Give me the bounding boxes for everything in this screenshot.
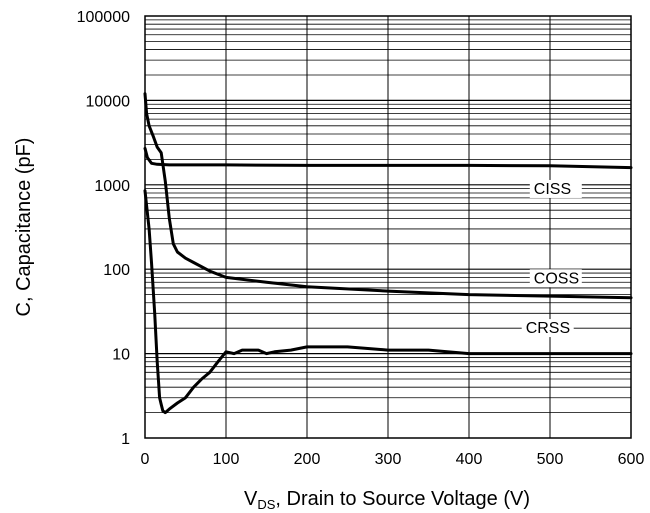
x-tick-label: 300	[375, 451, 402, 468]
series-label-crss: CRSS	[526, 320, 570, 337]
y-tick-label: 1	[121, 431, 130, 448]
plot-frame	[144, 15, 632, 439]
series-label-coss: COSS	[534, 270, 579, 287]
x-tick-label: 0	[141, 451, 150, 468]
series-line-ciss	[143, 146, 633, 170]
grid	[145, 16, 631, 438]
y-tick-labels: 1 10 100 1000 10000 100000	[77, 9, 130, 448]
series-label-bg-crss	[521, 319, 574, 338]
x-axis-title: VDS, Drain to Source Voltage (V)	[244, 488, 530, 512]
series-label-bg-coss	[529, 269, 582, 288]
x-tick-label: 600	[618, 451, 645, 468]
y-tick-label: 10000	[86, 93, 131, 110]
x-axis-title-rest: , Drain to Source Voltage (V)	[275, 488, 530, 510]
y-tick-label: 100	[103, 262, 130, 279]
y-tick-label: 1000	[94, 178, 130, 195]
x-tick-labels: 0 100 200 300 400 500 600	[141, 451, 645, 468]
x-tick-label: 100	[213, 451, 240, 468]
series-label-bg-ciss	[529, 179, 582, 198]
x-tick-label: 400	[456, 451, 483, 468]
series-lines	[143, 92, 633, 415]
x-tick-label: 200	[294, 451, 321, 468]
series-line-crss	[143, 189, 633, 415]
series-labels: CISS COSS CRSS	[521, 179, 582, 338]
x-tick-label: 500	[537, 451, 564, 468]
x-axis-title-subscript: DS	[257, 497, 275, 512]
series-line-coss	[143, 92, 633, 300]
y-axis-title: C, Capacitance (pF)	[13, 138, 35, 317]
y-tick-label: 100000	[77, 9, 130, 26]
series-label-ciss: CISS	[534, 181, 571, 198]
x-axis-title-main: V	[244, 488, 258, 510]
y-tick-label: 10	[112, 347, 130, 364]
